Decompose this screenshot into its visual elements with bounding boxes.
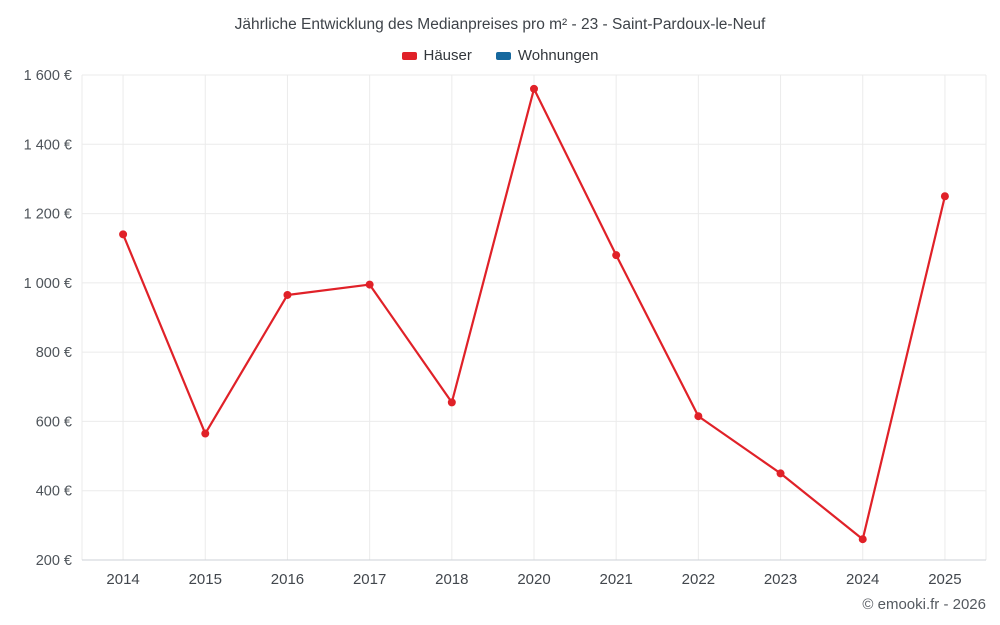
y-tick-label: 800 € xyxy=(36,345,72,361)
y-tick-label: 1 000 € xyxy=(24,276,72,292)
data-point xyxy=(612,251,621,260)
x-tick-label: 2021 xyxy=(599,571,632,588)
x-tick-label: 2022 xyxy=(682,571,715,588)
chart-legend: Häuser Wohnungen xyxy=(0,47,1000,64)
data-point xyxy=(530,84,538,93)
chart-title: Jährliche Entwicklung des Medianpreises … xyxy=(234,16,766,33)
data-point xyxy=(447,398,456,407)
data-point xyxy=(776,469,785,478)
y-tick-label: 200 € xyxy=(36,553,72,569)
data-point xyxy=(365,280,374,289)
data-point xyxy=(940,192,949,201)
y-tick-label: 1 600 € xyxy=(24,68,72,84)
legend-swatch xyxy=(401,51,417,60)
y-tick-label: 600 € xyxy=(36,414,72,430)
y-tick-label: 1 400 € xyxy=(24,137,72,153)
x-tick-label: 2023 xyxy=(764,571,797,588)
legend-item-häuser[interactable]: Häuser xyxy=(401,47,472,64)
x-tick-label: 2015 xyxy=(189,571,222,588)
x-tick-label: 2017 xyxy=(353,571,386,588)
x-tick-label: 2025 xyxy=(928,571,961,588)
y-tick-label: 1 200 € xyxy=(24,207,72,223)
data-point xyxy=(283,290,292,299)
data-point xyxy=(201,429,210,438)
legend-item-wohnungen[interactable]: Wohnungen xyxy=(495,47,599,64)
data-point xyxy=(694,412,703,421)
copyright-text: © emooki.fr - 2026 xyxy=(862,596,986,613)
legend-swatch xyxy=(495,51,511,60)
legend-label: Wohnungen xyxy=(517,47,599,64)
x-tick-label: 2014 xyxy=(106,571,139,588)
legend-label: Häuser xyxy=(423,47,472,64)
y-tick-label: 400 € xyxy=(36,484,72,500)
data-point xyxy=(858,535,867,544)
data-point xyxy=(119,230,128,239)
x-tick-label: 2016 xyxy=(271,571,304,588)
x-tick-label: 2020 xyxy=(517,571,550,588)
x-tick-label: 2018 xyxy=(435,571,468,588)
x-tick-label: 2024 xyxy=(846,571,879,588)
